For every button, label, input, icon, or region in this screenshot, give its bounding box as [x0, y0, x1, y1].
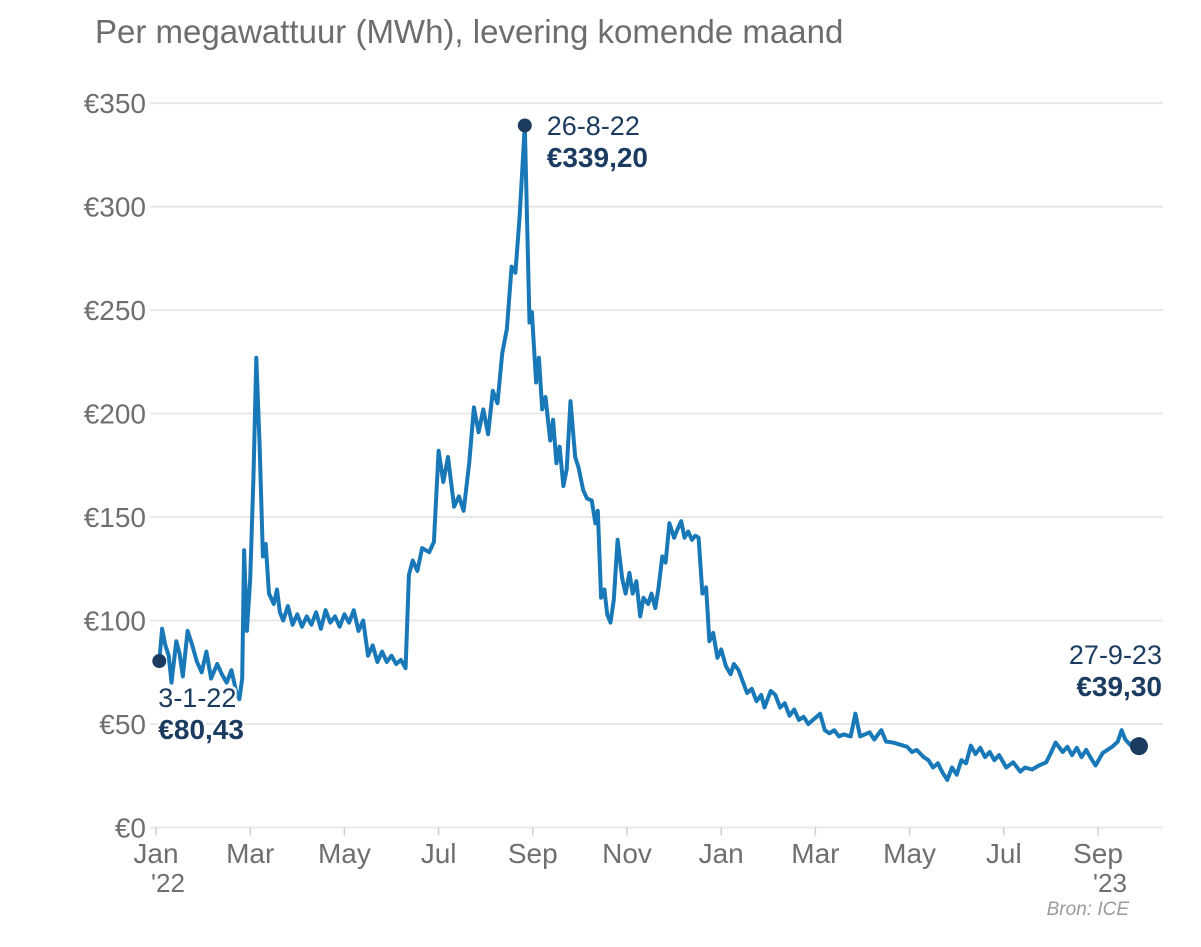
y-tick-label: €50 [99, 709, 146, 740]
x-tick-year-label: '22 [151, 868, 185, 898]
y-tick-label: €350 [84, 88, 146, 119]
x-tick-label: Jan [133, 838, 178, 869]
annotation-start: 3-1-22 €80,43 [158, 683, 244, 745]
x-tick-label: Sep [1073, 838, 1123, 869]
y-tick-label: €0 [115, 813, 146, 844]
x-tick-label: Mar [791, 838, 839, 869]
x-tick-label: Jul [986, 838, 1022, 869]
x-tick-year-label: '23 [1093, 868, 1127, 898]
x-tick-label: Jul [421, 838, 457, 869]
annotation-peak: 26-8-22 €339,20 [547, 111, 648, 173]
annotation-end-date: 27-9-23 [1068, 640, 1162, 671]
annotation-peak-date: 26-8-22 [546, 111, 640, 142]
y-axis-labels: €0 €50 €100 €150 €200 €250 €300 €350 [84, 88, 146, 843]
gridlines [150, 102, 1163, 829]
annotation-dot [1129, 737, 1148, 756]
annotation-end: 27-9-23 €39,30 [1069, 640, 1162, 702]
y-tick-label: €300 [84, 192, 146, 223]
y-tick-label: €150 [84, 502, 146, 533]
annotation-start-price: €80,43 [158, 714, 244, 746]
annotation-dot [152, 654, 167, 669]
price-line [157, 123, 1141, 782]
source-credit: Bron: ICE [1046, 899, 1129, 920]
x-tick-label: Nov [602, 838, 652, 869]
x-tick-label: Jan [699, 838, 744, 869]
x-tick-label: May [318, 838, 371, 869]
annotation-start-date: 3-1-22 [158, 683, 237, 714]
y-tick-label: €200 [84, 399, 146, 430]
annotation-dot [517, 118, 532, 133]
annotation-end-price: €39,30 [1076, 671, 1162, 703]
x-tick-label: Mar [226, 838, 274, 869]
x-tick-label: May [883, 838, 936, 869]
y-tick-label: €250 [84, 295, 146, 326]
y-tick-label: €100 [84, 606, 146, 637]
x-tick-label: Sep [508, 838, 558, 869]
chart-title: Per megawattuur (MWh), levering komende … [95, 13, 844, 50]
annotation-peak-price: €339,20 [546, 142, 648, 174]
